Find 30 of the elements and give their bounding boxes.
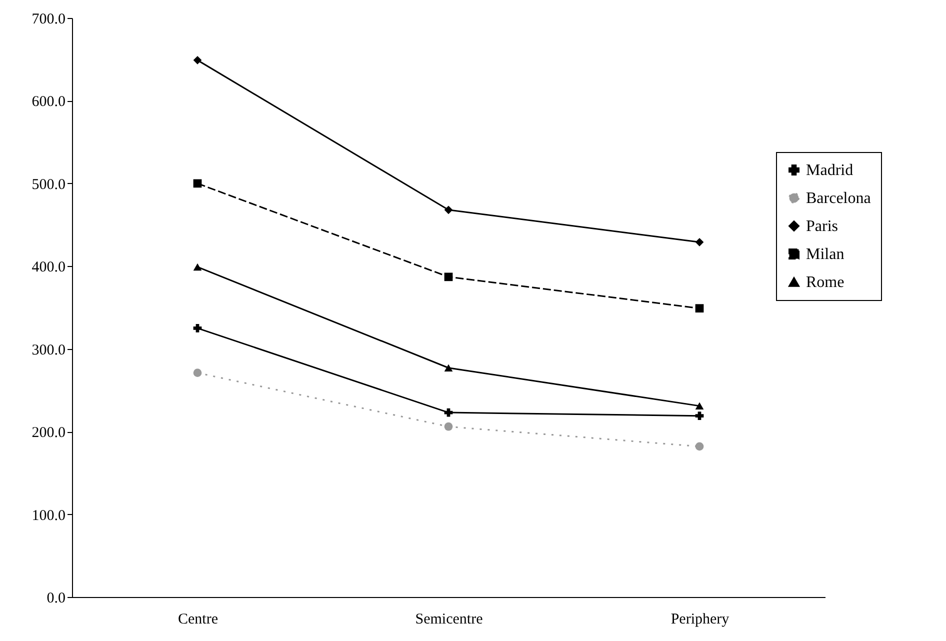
y-tick-label: 200.0	[32, 425, 66, 442]
y-tick-label: 0.0	[46, 590, 66, 606]
point	[444, 364, 453, 372]
point	[695, 304, 704, 313]
y-tick-label: 500.0	[32, 176, 66, 193]
point	[695, 402, 704, 410]
legend-label: Madrid	[806, 162, 854, 179]
point	[444, 206, 453, 214]
y-tick-label: 100.0	[32, 508, 66, 524]
x-tick-label: Centre	[178, 612, 218, 628]
point	[695, 412, 704, 420]
legend-label: Milan	[806, 246, 844, 263]
legend-label: Barcelona	[806, 190, 871, 207]
legend-label: Rome	[806, 274, 844, 291]
point	[695, 238, 704, 246]
x-tick-label: Semicentre	[415, 612, 484, 628]
point	[193, 263, 202, 271]
y-tick-label: 400.0	[32, 260, 66, 276]
point	[695, 442, 704, 451]
x-tick-label: Periphery	[670, 612, 730, 628]
legend-label: Paris	[806, 218, 838, 235]
point	[193, 368, 202, 378]
point	[444, 422, 453, 431]
point	[193, 324, 202, 332]
point	[193, 56, 202, 64]
y-tick-label: 600.0	[32, 94, 66, 110]
point	[444, 272, 453, 282]
point	[193, 179, 202, 188]
y-tick-label: 300.0	[32, 342, 66, 358]
y-tick-label: 700.0	[32, 12, 66, 28]
